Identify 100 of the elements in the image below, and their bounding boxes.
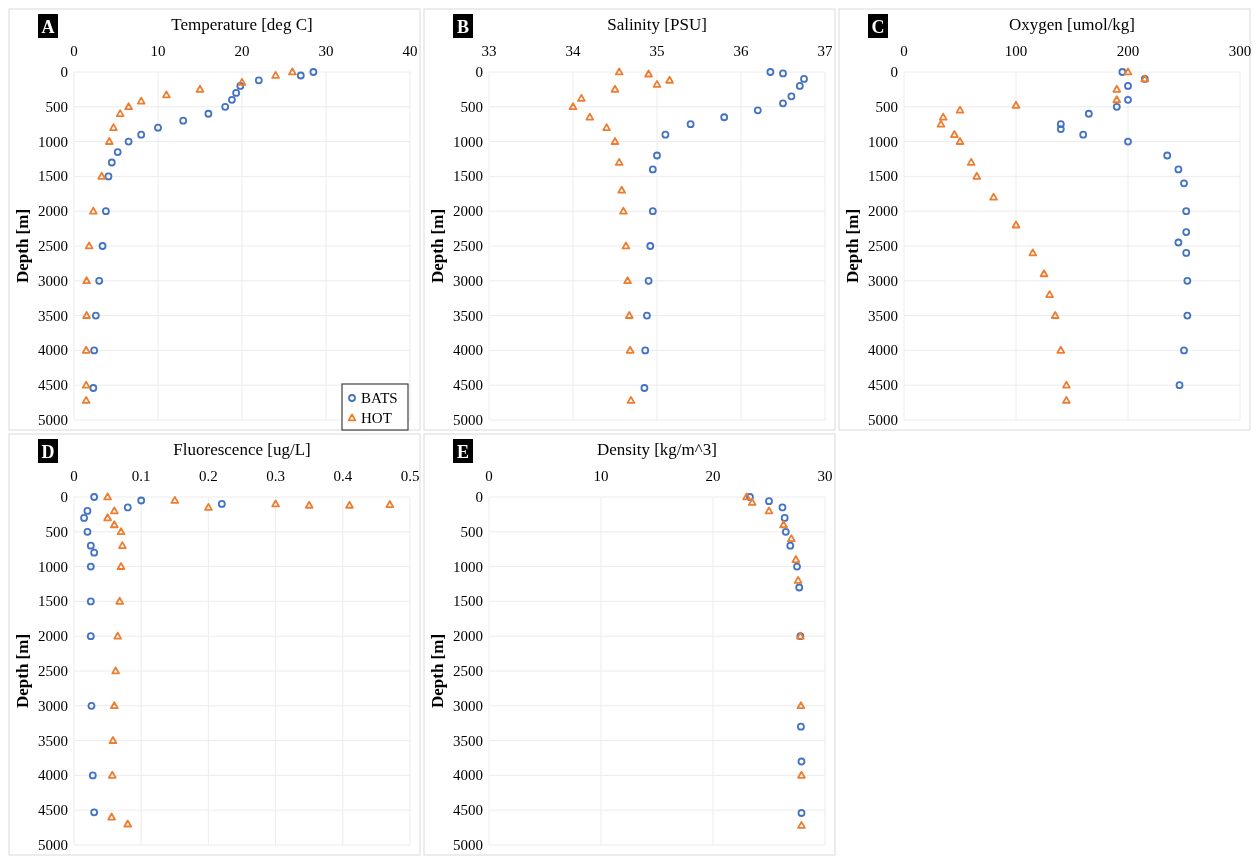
point <box>1182 228 1191 236</box>
point <box>86 597 95 606</box>
y-tick-label: 500 <box>460 523 483 540</box>
point <box>86 541 95 550</box>
point <box>661 130 670 139</box>
point <box>89 384 98 392</box>
y-axis-title: Depth [m] <box>13 633 32 709</box>
point <box>221 102 230 111</box>
point <box>936 119 946 128</box>
point <box>87 701 96 710</box>
point <box>747 498 757 506</box>
y-tick-label: 0 <box>890 64 898 80</box>
y-tick-label: 4500 <box>38 377 68 394</box>
x-tick-label: 0.3 <box>266 468 285 484</box>
point <box>1123 67 1133 76</box>
point <box>1124 137 1132 146</box>
point <box>136 96 146 105</box>
y-tick-label: 3500 <box>453 307 483 324</box>
point <box>115 596 124 605</box>
point <box>640 384 649 392</box>
point <box>796 701 806 710</box>
point <box>1045 290 1054 299</box>
point <box>113 148 122 156</box>
y-tick-label: 500 <box>45 98 68 115</box>
point <box>568 102 578 111</box>
y-tick-label: 4500 <box>38 802 68 819</box>
point <box>288 67 297 76</box>
point <box>1050 311 1060 319</box>
x-tick-label: 0.1 <box>131 468 151 484</box>
chart-title: Oxygen [umol/kg] <box>1008 15 1136 34</box>
y-tick-label: 1000 <box>38 558 68 575</box>
point <box>1163 151 1172 160</box>
point <box>137 496 146 505</box>
y-axis-title: Depth [m] <box>13 208 32 284</box>
y-tick-label: 5000 <box>453 412 483 428</box>
point <box>780 513 789 522</box>
x-tick-label: 30 <box>817 468 833 484</box>
point <box>204 109 213 118</box>
point <box>1056 120 1065 129</box>
point <box>95 276 104 285</box>
point <box>86 632 95 641</box>
point <box>1079 130 1088 139</box>
point <box>1056 345 1066 354</box>
y-tick-label: 0 <box>60 64 68 80</box>
point <box>643 311 651 320</box>
point <box>665 75 674 84</box>
point <box>109 123 118 131</box>
y-tick-label: 3000 <box>453 697 483 714</box>
text: C <box>871 17 885 37</box>
point <box>118 541 127 550</box>
x-tick-label: 0 <box>900 43 908 59</box>
y-tick-label: 2500 <box>38 238 68 254</box>
point <box>82 311 91 319</box>
y-axis-title: Depth [m] <box>428 208 447 284</box>
y-axis-title: Depth [m] <box>428 633 447 709</box>
point <box>154 123 162 132</box>
point <box>232 88 241 97</box>
point <box>110 506 119 515</box>
chart-title: Salinity [PSU] <box>607 15 707 34</box>
point <box>1112 84 1122 93</box>
point <box>1118 68 1127 76</box>
y-tick-label: 1000 <box>38 133 68 150</box>
point <box>90 493 99 501</box>
point <box>955 105 965 114</box>
point <box>271 499 280 508</box>
point <box>385 500 395 508</box>
point <box>972 171 982 180</box>
chart-title: Temperature [deg C] <box>171 15 313 34</box>
point <box>648 207 657 216</box>
point <box>779 99 787 108</box>
point <box>116 527 126 536</box>
x-tick-label: 0 <box>70 468 78 484</box>
point <box>84 241 94 250</box>
y-tick-label: 4000 <box>868 342 898 359</box>
x-tick-label: 34 <box>565 43 581 59</box>
y-tick-label: 500 <box>45 523 68 540</box>
y-tick-label: 5000 <box>868 412 898 428</box>
y-tick-label: 2000 <box>453 203 483 220</box>
x-tick-label: 36 <box>733 43 749 59</box>
point <box>797 722 805 731</box>
point <box>644 276 653 285</box>
point <box>103 492 112 501</box>
y-tick-label: 0 <box>475 64 483 80</box>
x-tick-label: 30 <box>318 43 334 59</box>
point <box>107 812 116 821</box>
y-tick-label: 0 <box>475 489 483 505</box>
x-tick-label: 300 <box>1228 43 1252 59</box>
x-tick-label: 200 <box>1116 43 1140 59</box>
point <box>778 503 787 512</box>
point <box>1183 311 1192 320</box>
point <box>626 396 636 404</box>
point <box>1124 82 1132 90</box>
point <box>1124 95 1132 104</box>
chart-title: Density [kg/m^3] <box>597 440 717 459</box>
point <box>1175 381 1184 390</box>
point <box>585 112 595 121</box>
x-tick-label: 100 <box>1004 43 1028 59</box>
x-tick-label: 0.2 <box>199 468 218 484</box>
point <box>110 701 119 710</box>
point <box>1112 102 1121 111</box>
